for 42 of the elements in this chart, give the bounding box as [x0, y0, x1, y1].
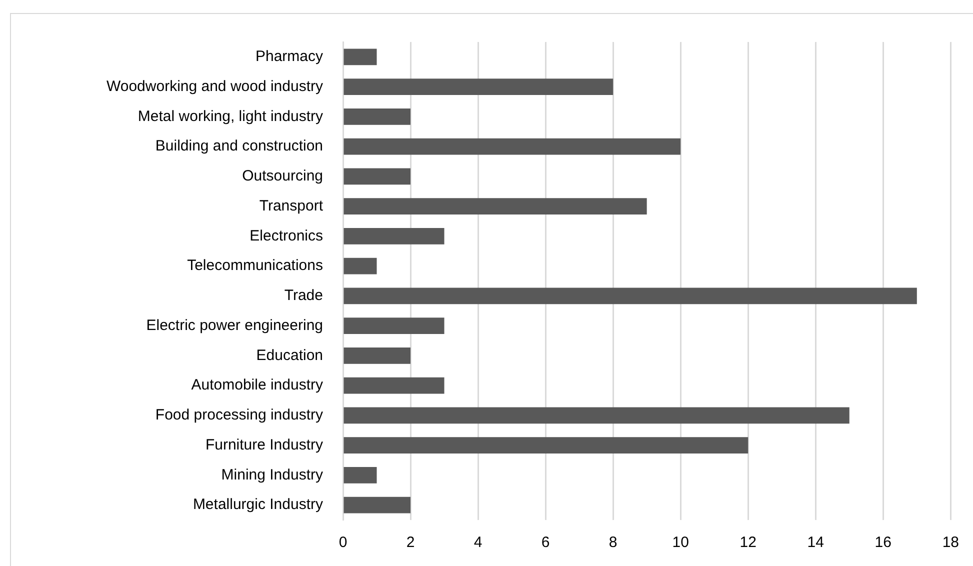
x-tick-label: 2: [406, 534, 415, 552]
bar: [344, 496, 411, 514]
x-tick-label: 10: [672, 534, 689, 552]
y-tick-label: Transport: [259, 197, 324, 214]
x-tick-label: 0: [338, 534, 348, 552]
bar: [344, 377, 444, 394]
y-tick-label: Telecommunications: [187, 257, 323, 274]
y-tick-label: Metallurgic Industry: [192, 496, 324, 514]
bar: [344, 437, 748, 454]
bar: [344, 78, 614, 96]
bar: [344, 288, 917, 304]
x-tick-label: 8: [608, 534, 618, 552]
y-tick-label: Electronics: [250, 227, 323, 244]
bar: [344, 228, 444, 244]
bar: [344, 198, 647, 215]
x-tick-label: 18: [942, 534, 959, 552]
y-tick-label: Mining Industry: [221, 466, 324, 484]
y-tick-label: Automobile industry: [191, 376, 324, 394]
bar: [344, 138, 681, 155]
bar: [344, 48, 377, 66]
y-tick-label: Outsourcing: [242, 168, 323, 185]
y-tick-label: Trade: [284, 287, 323, 304]
x-tick-label: 12: [740, 534, 756, 552]
x-tick-label: 14: [807, 534, 824, 552]
bar: [344, 318, 444, 334]
y-tick-label: Woodworking and wood industry: [106, 78, 324, 95]
y-tick-label: Food processing industry: [155, 406, 324, 424]
bar: [344, 466, 377, 484]
bar: [344, 258, 377, 274]
bar: [344, 168, 411, 185]
y-tick-label: Metal working, light industry: [138, 108, 324, 125]
bar: [344, 407, 850, 424]
y-tick-label: Building and construction: [155, 138, 323, 155]
x-tick-label: 16: [874, 534, 892, 552]
y-tick-label: Furniture Industry: [205, 436, 324, 454]
x-tick-label: 4: [474, 534, 482, 552]
y-tick-label: Education: [256, 346, 323, 364]
y-tick-label: Electric power engineering: [146, 316, 323, 334]
y-tick-label: Pharmacy: [255, 48, 324, 66]
x-tick-label: 6: [541, 534, 550, 552]
bar: [344, 108, 411, 125]
bar: [344, 347, 411, 364]
